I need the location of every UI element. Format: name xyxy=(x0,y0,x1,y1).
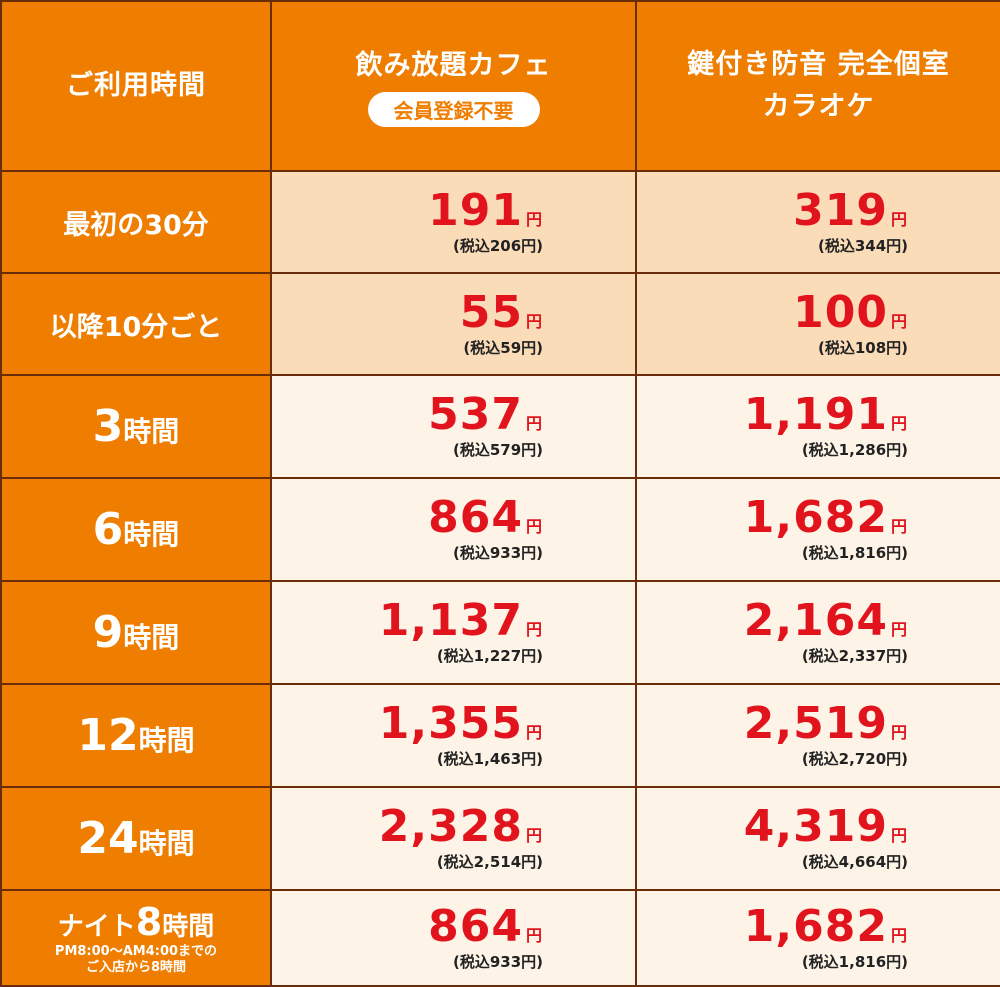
price-row-3h: 3時間 537 円 (税込579円) 1,191 円 (税込1,286円) xyxy=(0,374,1000,479)
karaoke-header: 鍵付き防音 完全個室 カラオケ xyxy=(635,0,1000,172)
price-row-6h: 6時間 864 円 (税込933円) 1,682 円 (税込1,816円) xyxy=(0,477,1000,582)
price-row-night-8h: ナイト8時間 PM8:00～AM4:00までの ご入店から8時間 864 円 (税… xyxy=(0,889,1000,987)
karaoke-price-cell: 1,682 円 (税込1,816円) xyxy=(635,477,1000,582)
yen-unit: 円 xyxy=(525,414,543,433)
cafe-tax-price: (税込579円) xyxy=(452,441,543,459)
karaoke-price-cell: 4,319 円 (税込4,664円) xyxy=(635,786,1000,891)
cafe-tax-price: (税込59円) xyxy=(463,338,543,357)
karaoke-title-line-1: 鍵付き防音 完全個室 xyxy=(687,49,950,81)
cafe-price-cell: 864 円 (税込933円) xyxy=(270,477,637,582)
night-note-line-1: PM8:00～AM4:00までの xyxy=(54,944,218,960)
yen-unit: 円 xyxy=(525,620,543,639)
cafe-price-cell: 1,355 円 (税込1,463円) xyxy=(270,683,637,788)
cafe-price: 55 xyxy=(459,286,523,338)
price-row-24h: 24時間 2,328 円 (税込2,514円) 4,319 円 (税込4,664円) xyxy=(0,786,1000,891)
cafe-price: 537 xyxy=(428,389,523,440)
cafe-price-cell: 55 円 (税込59円) xyxy=(270,272,637,376)
row-label: 以降10分ごと xyxy=(0,272,272,376)
cafe-price: 1,137 xyxy=(378,595,523,646)
cafe-price: 864 xyxy=(428,900,523,952)
karaoke-price-cell: 319 円 (税込344円) xyxy=(635,170,1000,274)
karaoke-price: 319 xyxy=(793,184,888,236)
karaoke-tax-price: (税込2,720円) xyxy=(801,750,908,768)
night-note-line-2: ご入店から8時間 xyxy=(85,960,187,975)
cafe-price-cell: 2,328 円 (税込2,514円) xyxy=(270,786,637,891)
yen-unit: 円 xyxy=(890,209,908,229)
yen-unit: 円 xyxy=(525,723,543,742)
cafe-tax-price: (税込206円) xyxy=(452,236,543,255)
cafe-price: 2,328 xyxy=(378,801,523,852)
row-label: ナイト8時間 PM8:00～AM4:00までの ご入店から8時間 xyxy=(0,889,272,987)
karaoke-price-cell: 2,519 円 (税込2,720円) xyxy=(635,683,1000,788)
cafe-tax-price: (税込2,514円) xyxy=(436,853,543,871)
cafe-price-cell: 191 円 (税込206円) xyxy=(270,170,637,274)
price-row-per-10min: 以降10分ごと 55 円 (税込59円) 100 円 (税込108円) xyxy=(0,272,1000,376)
karaoke-tax-price: (税込344円) xyxy=(817,236,908,255)
row-label: 12時間 xyxy=(0,683,272,788)
cafe-price-cell: 1,137 円 (税込1,227円) xyxy=(270,580,637,685)
karaoke-price: 100 xyxy=(793,286,888,338)
cafe-tax-price: (税込1,227円) xyxy=(436,647,543,665)
yen-unit: 円 xyxy=(890,723,908,742)
karaoke-tax-price: (税込1,816円) xyxy=(801,952,908,971)
yen-unit: 円 xyxy=(525,925,543,945)
karaoke-tax-price: (税込1,286円) xyxy=(801,441,908,459)
cafe-price-cell: 864 円 (税込933円) xyxy=(270,889,637,987)
row-label: 最初の30分 xyxy=(0,170,272,274)
yen-unit: 円 xyxy=(890,826,908,845)
yen-unit: 円 xyxy=(890,925,908,945)
karaoke-tax-price: (税込1,816円) xyxy=(801,544,908,562)
cafe-tax-price: (税込1,463円) xyxy=(436,750,543,768)
karaoke-tax-price: (税込4,664円) xyxy=(801,853,908,871)
price-row-12h: 12時間 1,355 円 (税込1,463円) 2,519 円 (税込2,720円) xyxy=(0,683,1000,788)
karaoke-price: 1,682 xyxy=(743,900,888,952)
karaoke-price: 4,319 xyxy=(743,801,888,852)
cafe-price: 864 xyxy=(428,492,523,543)
price-row-first-30min: 最初の30分 191 円 (税込206円) 319 円 (税込344円) xyxy=(0,170,1000,274)
karaoke-price: 2,519 xyxy=(743,698,888,749)
row-label: 6時間 xyxy=(0,477,272,582)
yen-unit: 円 xyxy=(890,620,908,639)
row-label: 9時間 xyxy=(0,580,272,685)
yen-unit: 円 xyxy=(890,311,908,331)
row-label: 3時間 xyxy=(0,374,272,479)
yen-unit: 円 xyxy=(890,414,908,433)
yen-unit: 円 xyxy=(525,311,543,331)
karaoke-price-cell: 100 円 (税込108円) xyxy=(635,272,1000,376)
karaoke-tax-price: (税込108円) xyxy=(817,338,908,357)
karaoke-price-cell: 2,164 円 (税込2,337円) xyxy=(635,580,1000,685)
yen-unit: 円 xyxy=(525,517,543,536)
cafe-price: 191 xyxy=(428,184,523,236)
header-row: ご利用時間 飲み放題カフェ 会員登録不要 鍵付き防音 完全個室 カラオケ xyxy=(0,0,1000,172)
yen-unit: 円 xyxy=(890,517,908,536)
cafe-title: 飲み放題カフェ xyxy=(355,49,552,81)
karaoke-price: 2,164 xyxy=(743,595,888,646)
yen-unit: 円 xyxy=(525,209,543,229)
cafe-price: 1,355 xyxy=(378,698,523,749)
cafe-tax-price: (税込933円) xyxy=(452,544,543,562)
cafe-tax-price: (税込933円) xyxy=(452,952,543,971)
cafe-price-cell: 537 円 (税込579円) xyxy=(270,374,637,479)
night-label: ナイト xyxy=(57,912,136,943)
no-registration-badge: 会員登録不要 xyxy=(367,92,540,128)
karaoke-price: 1,191 xyxy=(743,389,888,440)
karaoke-tax-price: (税込2,337円) xyxy=(801,647,908,665)
yen-unit: 円 xyxy=(525,826,543,845)
cafe-header: 飲み放題カフェ 会員登録不要 xyxy=(270,0,637,172)
karaoke-price: 1,682 xyxy=(743,492,888,543)
price-row-9h: 9時間 1,137 円 (税込1,227円) 2,164 円 (税込2,337円) xyxy=(0,580,1000,685)
karaoke-price-cell: 1,682 円 (税込1,816円) xyxy=(635,889,1000,987)
karaoke-title-line-2: カラオケ xyxy=(762,91,875,122)
usage-time-header: ご利用時間 xyxy=(0,0,272,172)
row-label: 24時間 xyxy=(0,786,272,891)
karaoke-price-cell: 1,191 円 (税込1,286円) xyxy=(635,374,1000,479)
